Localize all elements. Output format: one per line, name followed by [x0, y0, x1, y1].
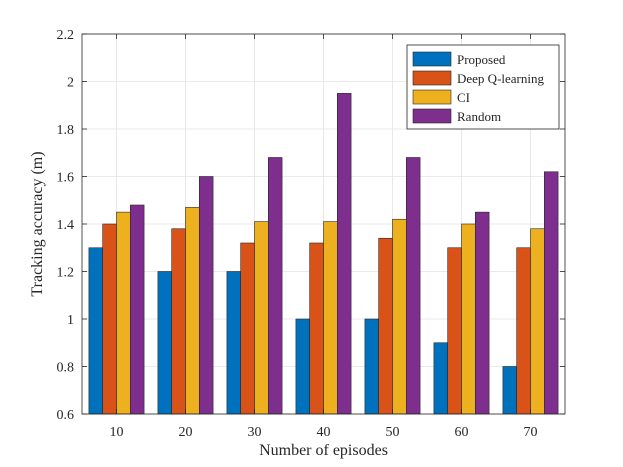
legend-label: Random [457, 109, 501, 124]
bar-deep-q-learning-60 [447, 247, 462, 415]
bar-random-10 [130, 204, 145, 415]
bar-ci-20 [185, 207, 200, 415]
bar-deep-q-learning-20 [171, 228, 186, 415]
x-axis-label: Number of episodes [259, 442, 388, 459]
y-tick-label: 1.4 [57, 218, 75, 233]
y-tick-label: 0.6 [57, 408, 75, 423]
y-tick-label: 1 [67, 313, 74, 328]
bar-proposed-70 [502, 366, 517, 415]
bar-ci-50 [392, 218, 407, 415]
bar-deep-q-learning-30 [240, 242, 255, 415]
bar-proposed-10 [88, 247, 104, 415]
x-tick-label: 40 [317, 425, 331, 440]
legend-swatch [412, 89, 452, 105]
bar-deep-q-learning-40 [309, 242, 324, 415]
legend-label: Proposed [457, 52, 506, 67]
legend-label: CI [457, 90, 470, 105]
x-tick-label: 10 [110, 425, 124, 440]
bar-random-60 [474, 211, 490, 415]
bar-proposed-30 [226, 271, 241, 415]
bar-random-70 [543, 171, 559, 415]
bar-proposed-50 [364, 318, 379, 415]
bars [88, 93, 559, 415]
ticks [82, 33, 565, 415]
y-tick-label: 1.6 [57, 171, 75, 186]
bar-random-30 [267, 157, 283, 415]
x-tick-label: 50 [386, 425, 400, 440]
bar-deep-q-learning-10 [102, 223, 117, 415]
bar-random-20 [199, 176, 214, 415]
bar-proposed-40 [295, 318, 310, 415]
y-tick-label: 2.2 [57, 28, 75, 43]
y-tick-labels: 0.6 0.8 1 1.2 1.4 1.6 1.8 2 2.2 [57, 28, 75, 423]
legend: Proposed Deep Q-learning CI Random [406, 44, 560, 130]
bar-deep-q-learning-50 [378, 237, 393, 415]
legend-label: Deep Q-learning [457, 71, 544, 86]
y-tick-label: 0.8 [57, 361, 75, 376]
legend-swatch [412, 51, 452, 67]
bar-ci-60 [461, 223, 476, 415]
bar-proposed-20 [157, 271, 172, 415]
x-tick-label: 70 [524, 425, 538, 440]
bar-ci-40 [323, 221, 338, 415]
y-tick-label: 2 [67, 76, 74, 91]
x-tick-labels: 10 20 30 40 50 60 70 [110, 425, 538, 440]
y-tick-label: 1.8 [57, 123, 75, 138]
bar-random-50 [405, 157, 421, 415]
y-axis-label: Tracking accuracy (m) [29, 151, 46, 296]
bar-ci-30 [254, 221, 269, 415]
legend-swatch [412, 108, 452, 124]
bar-random-40 [336, 93, 352, 415]
bar-ci-70 [530, 228, 545, 415]
bar-deep-q-learning-70 [516, 247, 531, 415]
x-tick-label: 30 [248, 425, 262, 440]
x-tick-label: 20 [179, 425, 193, 440]
bar-proposed-60 [433, 342, 448, 415]
bar-ci-10 [116, 211, 131, 415]
y-tick-label: 1.2 [57, 266, 75, 281]
x-tick-label: 60 [455, 425, 469, 440]
legend-swatch [412, 70, 452, 86]
